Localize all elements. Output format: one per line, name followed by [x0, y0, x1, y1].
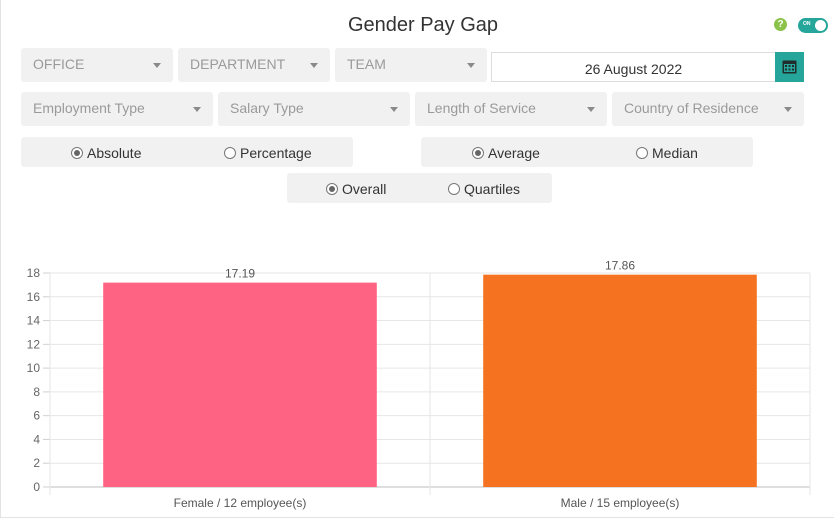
employment-type-dropdown[interactable]: Employment Type: [21, 92, 213, 126]
y-tick-label: 18: [27, 266, 41, 280]
office-dropdown-label: OFFICE: [33, 56, 85, 72]
data-label: 17.86: [605, 259, 635, 273]
on-toggle[interactable]: ON: [798, 18, 828, 33]
toggle-knob: [815, 20, 826, 31]
median-label: Median: [652, 145, 698, 161]
salary-type-label: Salary Type: [230, 100, 304, 116]
country-of-residence-dropdown[interactable]: Country of Residence: [612, 92, 804, 126]
calendar-button[interactable]: [775, 52, 804, 82]
quartiles-option[interactable]: Quartiles: [448, 181, 520, 197]
y-tick-label: 2: [33, 456, 40, 470]
toggle-label: ON: [803, 21, 811, 27]
radio-selected-icon: [71, 147, 83, 159]
chevron-down-icon: [390, 107, 398, 112]
team-dropdown[interactable]: TEAM: [335, 48, 487, 82]
chevron-down-icon: [153, 63, 161, 68]
value-mode-group: Absolute Percentage: [21, 137, 353, 167]
page-title: Gender Pay Gap: [347, 14, 499, 36]
y-tick-label: 8: [33, 385, 40, 399]
bar: [483, 274, 757, 487]
radio-selected-icon: [472, 147, 484, 159]
absolute-label: Absolute: [87, 145, 142, 161]
department-dropdown[interactable]: DEPARTMENT: [178, 48, 330, 82]
y-tick-label: 12: [27, 337, 41, 351]
chevron-down-icon: [784, 107, 792, 112]
median-option[interactable]: Median: [636, 145, 698, 161]
percentage-label: Percentage: [240, 145, 312, 161]
radio-selected-icon: [326, 183, 338, 195]
date-input[interactable]: 26 August 2022: [491, 52, 775, 82]
overall-option[interactable]: Overall: [326, 181, 386, 197]
percentage-option[interactable]: Percentage: [224, 145, 312, 161]
y-tick-label: 10: [27, 361, 41, 375]
length-of-service-dropdown[interactable]: Length of Service: [415, 92, 607, 126]
y-tick-label: 4: [33, 432, 40, 446]
team-dropdown-label: TEAM: [347, 56, 386, 72]
country-of-residence-label: Country of Residence: [624, 100, 759, 116]
chevron-down-icon: [587, 107, 595, 112]
scope-mode-group: Overall Quartiles: [287, 173, 552, 203]
x-tick-label: Female / 12 employee(s): [174, 496, 307, 510]
overall-label: Overall: [342, 181, 387, 197]
length-of-service-label: Length of Service: [427, 100, 536, 116]
radio-unselected-icon: [636, 147, 648, 159]
average-option[interactable]: Average: [472, 145, 540, 161]
chevron-down-icon: [193, 107, 201, 112]
office-dropdown[interactable]: OFFICE: [21, 48, 173, 82]
bar: [103, 282, 377, 487]
y-tick-label: 6: [33, 409, 40, 423]
radio-unselected-icon: [448, 183, 460, 195]
chevron-down-icon: [467, 63, 475, 68]
salary-type-dropdown[interactable]: Salary Type: [218, 92, 410, 126]
y-tick-label: 14: [27, 314, 41, 328]
average-label: Average: [488, 145, 540, 161]
y-tick-label: 16: [27, 290, 41, 304]
calendar-icon: [782, 60, 797, 74]
data-label: 17.19: [225, 267, 255, 281]
chevron-down-icon: [310, 63, 318, 68]
radio-unselected-icon: [224, 147, 236, 159]
department-dropdown-label: DEPARTMENT: [190, 56, 286, 72]
stat-mode-group: Average Median: [421, 137, 753, 167]
quartiles-label: Quartiles: [464, 181, 521, 197]
absolute-option[interactable]: Absolute: [71, 145, 141, 161]
employment-type-label: Employment Type: [33, 100, 145, 116]
y-tick-label: 0: [33, 480, 40, 494]
help-icon[interactable]: ?: [774, 18, 787, 31]
x-tick-label: Male / 15 employee(s): [561, 496, 680, 510]
